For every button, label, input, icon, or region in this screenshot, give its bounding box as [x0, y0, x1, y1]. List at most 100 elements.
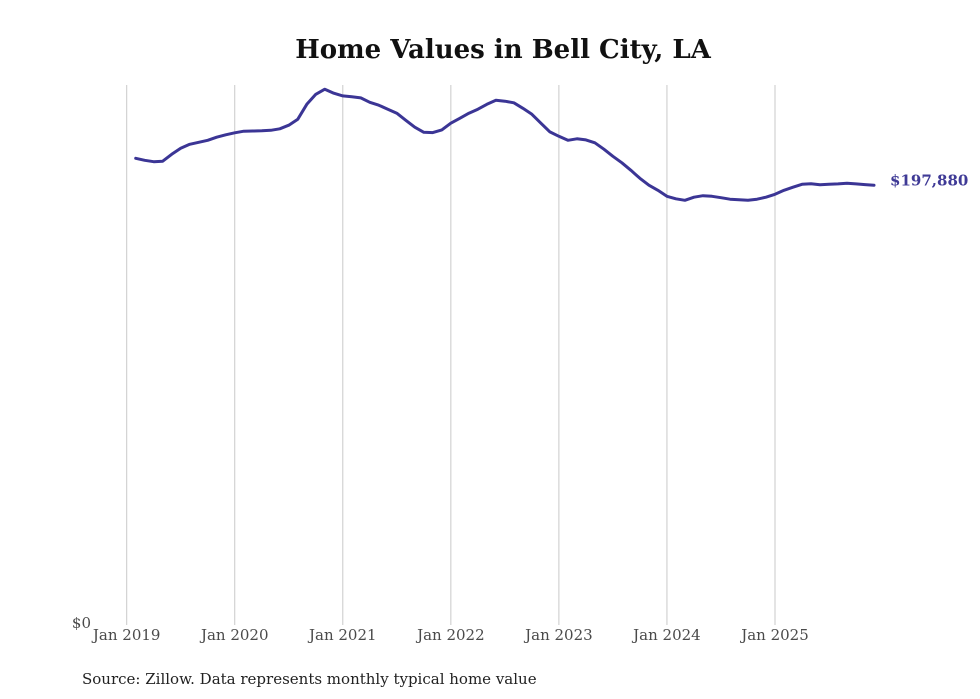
data-point [233, 131, 237, 135]
data-point [683, 198, 687, 202]
data-point [818, 183, 822, 187]
data-point [170, 152, 174, 156]
data-point [422, 130, 426, 134]
data-point [431, 131, 435, 135]
data-point [638, 176, 642, 180]
data-point [467, 111, 471, 115]
chart-title: Home Values in Bell City, LA [295, 35, 711, 65]
data-point [134, 156, 138, 160]
data-point [521, 106, 525, 110]
data-point [557, 134, 561, 138]
data-point [665, 194, 669, 198]
data-point [629, 168, 633, 172]
data-point [494, 98, 498, 102]
x-tick-label: Jan 2021 [307, 626, 377, 644]
data-point [341, 94, 345, 98]
gridlines [126, 85, 776, 625]
data-point [863, 183, 867, 187]
data-point [872, 183, 876, 187]
data-point [323, 87, 327, 91]
data-point [827, 182, 831, 186]
data-point [692, 195, 696, 199]
data-point [278, 127, 282, 131]
data-point [296, 117, 300, 121]
data-point [602, 147, 606, 151]
data-point [458, 116, 462, 120]
data-point [566, 138, 570, 142]
data-point [215, 135, 219, 139]
data-point [782, 188, 786, 192]
last-value-label: $197,880 [890, 171, 968, 189]
data-point [530, 112, 534, 116]
data-point [593, 141, 597, 145]
x-tick-label: Jan 2022 [415, 626, 485, 644]
data-point [143, 158, 147, 162]
y-tick-label: $0 [72, 614, 91, 632]
data-point [746, 198, 750, 202]
data-point [476, 107, 480, 111]
x-tick-label: Jan 2019 [91, 626, 161, 644]
data-point [548, 130, 552, 134]
data-point [701, 194, 705, 198]
data-point [260, 129, 264, 133]
data-point [620, 161, 624, 165]
data-point [710, 194, 714, 198]
data-point [800, 182, 804, 186]
data-point [647, 183, 651, 187]
data-point [269, 128, 273, 132]
data-point [359, 96, 363, 100]
data-point [242, 129, 246, 133]
data-point [350, 95, 354, 99]
data-point [197, 140, 201, 144]
data-point [512, 101, 516, 105]
series-line-home-value [134, 87, 876, 202]
data-point [485, 102, 489, 106]
data-point [224, 133, 228, 137]
data-point [674, 197, 678, 201]
x-tick-label: Jan 2024 [631, 626, 701, 644]
data-point [251, 129, 255, 133]
data-point [395, 111, 399, 115]
data-point [440, 128, 444, 132]
data-point [737, 198, 741, 202]
data-point [791, 185, 795, 189]
data-point [287, 123, 291, 127]
data-point [773, 192, 777, 196]
x-tick-label: Jan 2023 [523, 626, 593, 644]
data-point [728, 197, 732, 201]
data-point [377, 103, 381, 107]
data-point [161, 159, 165, 163]
data-point [719, 196, 723, 200]
data-point [539, 121, 543, 125]
data-point [809, 182, 813, 186]
data-point [611, 154, 615, 158]
data-point [764, 195, 768, 199]
x-tick-label: Jan 2025 [739, 626, 809, 644]
data-point [449, 121, 453, 125]
data-point [404, 118, 408, 122]
data-point [386, 107, 390, 111]
data-point [836, 182, 840, 186]
data-point [368, 100, 372, 104]
data-point [179, 146, 183, 150]
y-axis-tick-labels: $0 [72, 614, 91, 632]
data-point [332, 91, 336, 95]
data-point [575, 137, 579, 141]
annotations: $197,880 [890, 171, 968, 189]
source-note: Source: Zillow. Data represents monthly … [82, 670, 537, 688]
data-point [314, 92, 318, 96]
data-point [413, 125, 417, 129]
x-tick-label: Jan 2020 [199, 626, 269, 644]
data-point [305, 102, 309, 106]
x-axis-tick-labels: Jan 2019 Jan 2020 Jan 2021 Jan 2022 Jan 2023… [91, 626, 809, 644]
data-point [584, 138, 588, 142]
data-point [656, 188, 660, 192]
data-point [188, 142, 192, 146]
data-point [152, 160, 156, 164]
data-point [503, 99, 507, 103]
series-layer [134, 87, 876, 202]
data-point [845, 181, 849, 185]
data-point [206, 138, 210, 142]
data-point [854, 182, 858, 186]
